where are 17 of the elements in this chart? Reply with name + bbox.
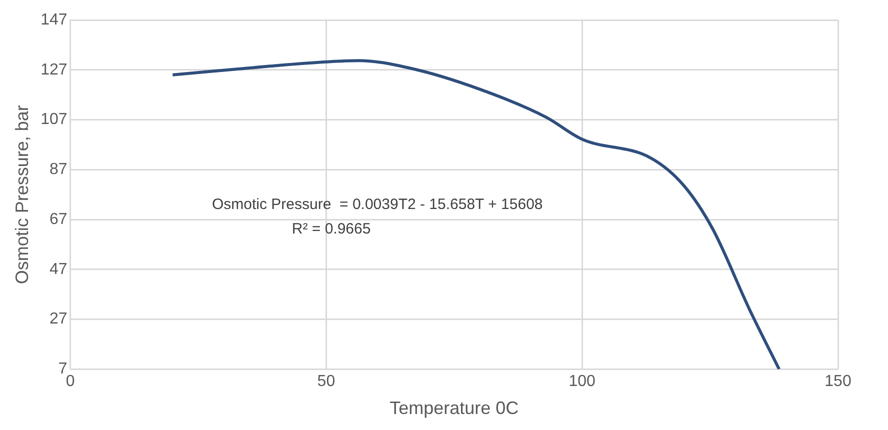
y-tick-label: 67 (50, 210, 68, 228)
y-tick-label: 47 (50, 260, 68, 278)
x-tick-label: 0 (66, 373, 75, 390)
annotation: R² = 0.9665 (292, 220, 371, 238)
y-axis-title: Osmotic Pressure, bar (12, 105, 32, 284)
x-axis-title: Temperature 0C (390, 398, 519, 418)
x-tick-label: 100 (568, 373, 596, 390)
y-tick-label: 27 (50, 310, 68, 328)
y-tick-label: 7 (58, 360, 68, 378)
line-series (171, 59, 781, 370)
annotation: Osmotic Pressure = 0.0039T2 - 15.658T + 15608 (212, 196, 543, 214)
y-tick-label: 127 (40, 61, 68, 78)
y-tick-label: 87 (50, 161, 68, 178)
x-tick-label: 50 (317, 373, 336, 390)
x-tick-label: 150 (824, 373, 852, 390)
y-tick-label: 147 (40, 11, 68, 28)
y-tick-label: 107 (40, 111, 68, 128)
